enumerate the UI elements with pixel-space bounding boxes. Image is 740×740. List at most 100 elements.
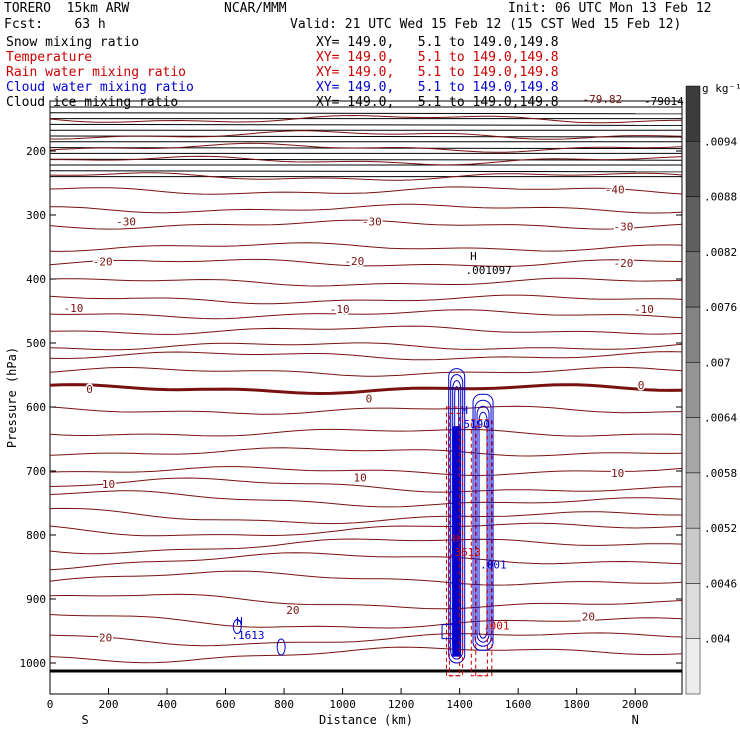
upper-level-line xyxy=(49,170,683,173)
x-tick-label: 0 xyxy=(47,698,54,711)
temperature-contour xyxy=(49,447,683,457)
x-tick-label: 600 xyxy=(216,698,236,711)
temperature-contour xyxy=(49,570,683,586)
temperature-contour xyxy=(49,507,682,525)
temperature-contour xyxy=(49,186,683,195)
colorbar-tick-label: .007 xyxy=(704,356,731,369)
isotherm-label: 20 xyxy=(286,604,299,617)
temperature-contour xyxy=(49,614,683,629)
field-name: Cloud water mixing ratio xyxy=(6,80,194,95)
isotherm-label: 20 xyxy=(99,631,112,644)
x-tick-label: 1400 xyxy=(446,698,473,711)
center-title: NCAR/MMM xyxy=(224,1,287,16)
colorbar-tick-label: .004 xyxy=(704,633,731,646)
temperature-contour xyxy=(49,366,683,377)
y-tick-label: 400 xyxy=(26,273,46,286)
forecast-hour: Fcst: 63 h xyxy=(4,17,106,32)
south-endpoint-label: S xyxy=(81,713,88,727)
isotherm-label: 0 xyxy=(366,393,373,406)
rain-water-contour xyxy=(445,406,464,677)
north-endpoint-label: N xyxy=(632,713,639,727)
temperature-contour xyxy=(49,428,683,437)
cloud-water-contour xyxy=(450,374,464,660)
isotherm-label: 0 xyxy=(86,383,93,396)
maximum-marker: H xyxy=(236,615,243,628)
upper-level-line xyxy=(49,158,683,161)
field-name: Snow mixing ratio xyxy=(6,35,140,50)
y-tick-label: 900 xyxy=(26,593,46,606)
isotherm-label: -40 xyxy=(605,183,625,196)
y-tick-label: 300 xyxy=(26,209,46,222)
cloud-water-contour xyxy=(276,638,286,656)
colorbar-units: g kg⁻¹ xyxy=(702,82,740,95)
colorbar-tick-label: .0076 xyxy=(704,301,737,314)
maximum-value: .3613 xyxy=(448,546,481,559)
isotherm-label: 0 xyxy=(638,379,645,392)
temperature-contour xyxy=(49,646,683,664)
isotherm-label: -10 xyxy=(330,303,350,316)
isotherm-label: -20 xyxy=(614,257,634,270)
colorbar-band xyxy=(685,306,701,363)
isotherm-label: -20 xyxy=(93,256,113,269)
maximum-value: .5190 xyxy=(457,418,490,431)
rain-water-contour xyxy=(470,419,493,677)
plot-frame xyxy=(49,100,683,695)
x-tick-label: 2000 xyxy=(622,698,649,711)
temperature-contour xyxy=(50,155,683,166)
cloud-water-contour xyxy=(474,399,492,647)
field-name: Rain water mixing ratio xyxy=(6,65,187,80)
temperature-contour xyxy=(49,405,683,415)
colorbar-tick-label: .0094 xyxy=(704,135,737,148)
small-contour-label: .001 xyxy=(483,620,510,633)
colorbar-tick-label: .0082 xyxy=(704,246,737,259)
colorbar-band xyxy=(685,251,701,308)
colorbar-band xyxy=(685,196,701,253)
field-name: Cloud ice mixing ratio xyxy=(6,95,179,110)
valid-time: Valid: 21 UTC Wed 15 Feb 12 (15 CST Wed … xyxy=(290,17,682,32)
init-time: Init: 06 UTC Mon 13 Feb 12 xyxy=(508,1,712,16)
field-xy: XY= 149.0, 5.1 to 149.0,149.8 xyxy=(316,35,559,50)
field-xy: XY= 149.0, 5.1 to 149.0,149.8 xyxy=(316,65,559,80)
colorbar-band xyxy=(685,141,701,197)
top-contour-label: -79014 xyxy=(644,95,684,108)
upper-level-line xyxy=(49,112,683,115)
temperature-contour xyxy=(49,219,683,230)
x-tick-label: 200 xyxy=(99,698,119,711)
x-tick-label: 1800 xyxy=(563,698,590,711)
maximum-marker: H xyxy=(453,532,460,545)
y-tick-label: 1000 xyxy=(20,657,47,670)
isotherm-label: -30 xyxy=(116,215,136,228)
colorbar-band xyxy=(685,362,701,418)
colorbar-tick-label: .0088 xyxy=(704,191,737,204)
isotherm-label: 10 xyxy=(611,467,624,480)
y-axis-label: Pressure (hPa) xyxy=(5,347,19,448)
temperature-contour xyxy=(49,466,683,476)
temperature-contour xyxy=(49,277,683,287)
x-tick-label: 1200 xyxy=(388,698,415,711)
field-xy: XY= 149.0, 5.1 to 149.0,149.8 xyxy=(316,80,559,95)
temperature-contour xyxy=(49,342,683,351)
temperature-contour xyxy=(49,172,683,181)
upper-level-line xyxy=(49,123,683,126)
temperature-contour xyxy=(49,477,683,493)
y-tick-label: 600 xyxy=(26,401,46,414)
colorbar-band xyxy=(685,417,701,474)
temperature-contour xyxy=(49,593,683,610)
temperature-contour xyxy=(49,383,683,396)
temperature-contour xyxy=(49,309,683,320)
rain-water-contour xyxy=(448,412,461,677)
temperature-contour xyxy=(49,351,683,361)
cloud-water-contour xyxy=(476,405,490,643)
temperature-contour xyxy=(49,490,683,508)
y-tick-label: 500 xyxy=(26,337,46,350)
y-tick-label: 800 xyxy=(26,529,46,542)
isotherm-label: -10 xyxy=(634,303,654,316)
small-contour-label: .001 xyxy=(480,558,507,571)
maximum-marker: H xyxy=(461,404,468,417)
cloud-water-contour xyxy=(478,411,488,639)
temperature-contour xyxy=(49,203,683,214)
x-tick-label: 800 xyxy=(274,698,294,711)
field-name: Temperature xyxy=(6,50,93,65)
maximum-marker: H xyxy=(470,250,477,263)
maximum-value: .001097 xyxy=(465,264,511,277)
